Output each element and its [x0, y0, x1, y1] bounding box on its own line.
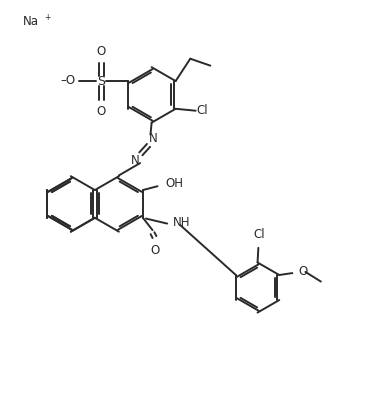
- Text: Na: Na: [23, 15, 38, 28]
- Text: O: O: [151, 244, 160, 257]
- Text: OH: OH: [166, 177, 184, 190]
- Text: S: S: [97, 74, 106, 87]
- Text: O: O: [97, 45, 106, 58]
- Text: N: N: [149, 132, 158, 145]
- Text: Cl: Cl: [253, 228, 265, 241]
- Text: Cl: Cl: [196, 104, 208, 117]
- Text: –O: –O: [60, 74, 75, 87]
- Text: O: O: [97, 104, 106, 117]
- Text: NH: NH: [173, 216, 191, 229]
- Text: N: N: [131, 154, 140, 167]
- Text: O: O: [298, 265, 307, 278]
- Text: +: +: [45, 13, 51, 22]
